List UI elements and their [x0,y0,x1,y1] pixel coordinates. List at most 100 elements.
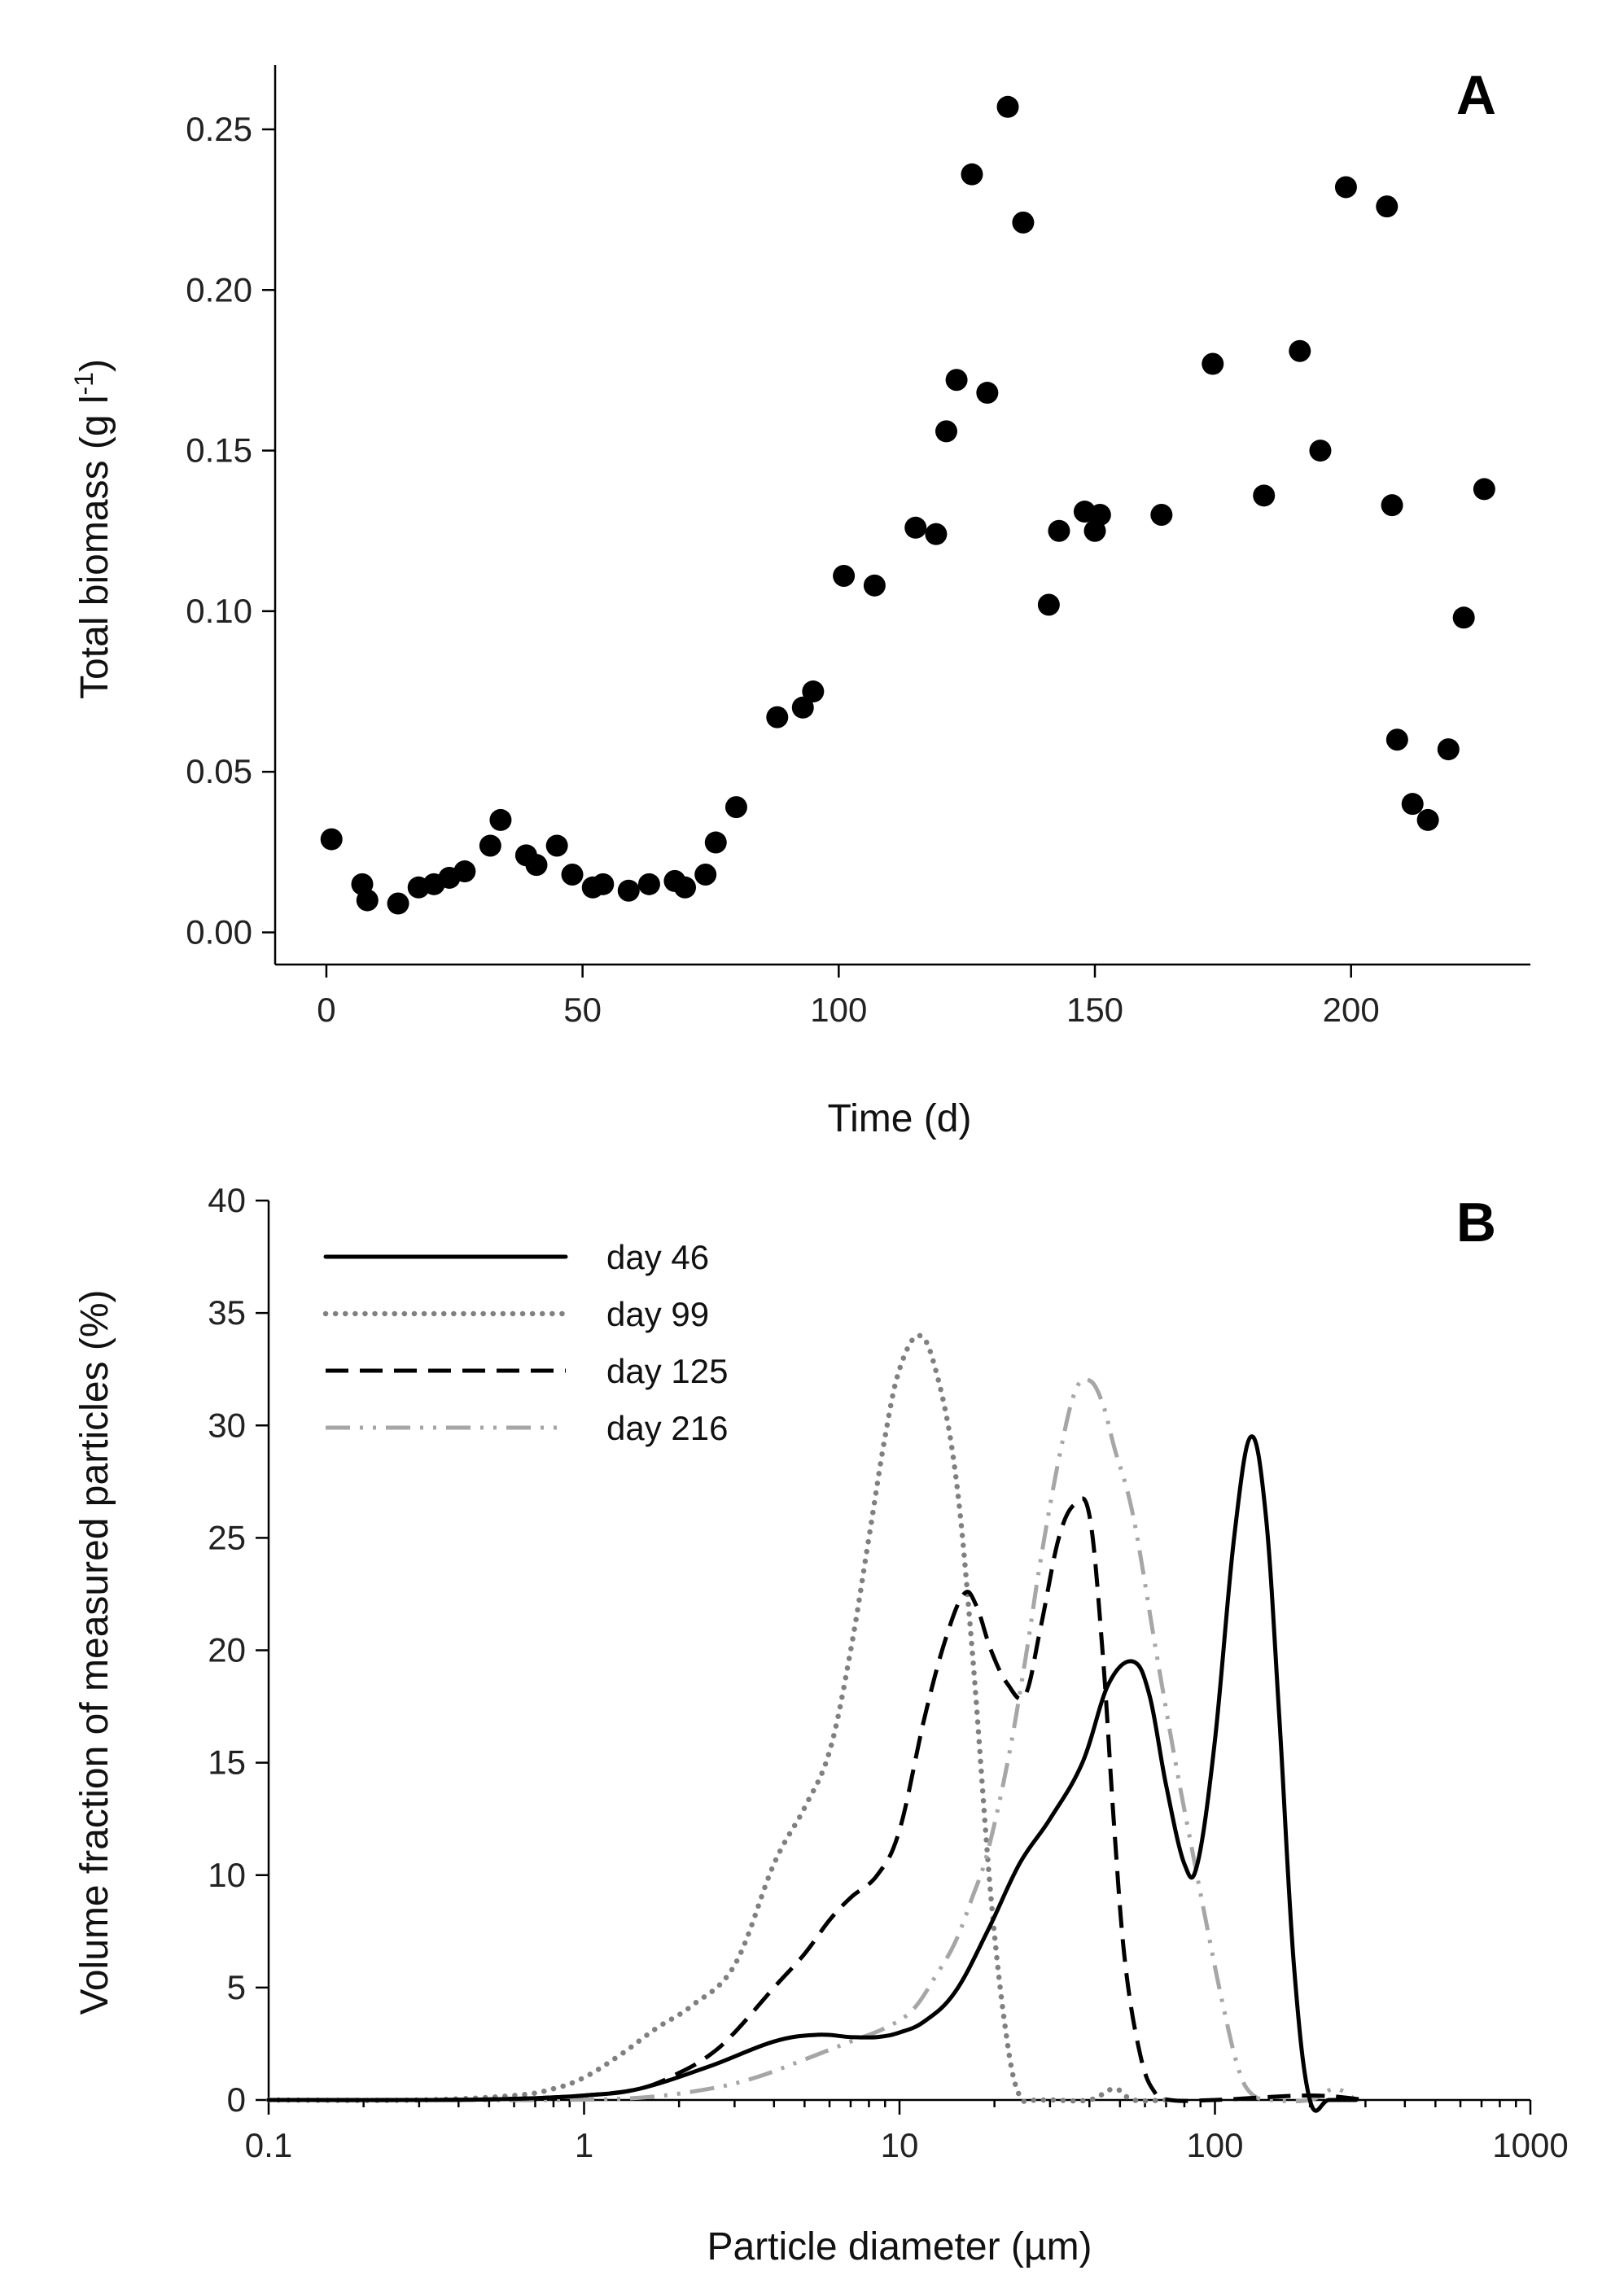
panel-b-x-tick-label: 10 [881,2126,919,2164]
panel-a-data-point [1376,195,1399,218]
panel-b-y-axis-title: Volume fraction of measured particles (%… [73,1289,116,2015]
panel-a-y-tick-label: 0.00 [186,913,252,952]
panel-a-data-point [945,369,968,392]
panel-a-data-point [1253,484,1276,507]
panel-b-y-ticks: 0 5 10 15 20 25 30 35 40 [208,1181,269,2119]
panel-b-y-tick-label: 40 [208,1181,246,1219]
panel-b-legend: day 46 day 99 day 125 day 216 [322,1238,728,1447]
panel-a-data-point [674,876,697,899]
panel-a-data-point [1048,519,1070,542]
panel-a-y-axis-title: Total biomass (g l-1) [69,359,116,699]
panel-a-data-point [592,873,615,895]
panel-b-x-ticks: 0.1 1 10 100 1000 [245,2100,1569,2164]
panel-a-data-point [791,696,814,719]
panel-a-x-tick-label: 150 [1066,991,1123,1029]
panel-b-legend-label: day 99 [606,1295,709,1333]
panel-b-legend-label: day 46 [606,1238,709,1276]
panel-a-data-point [863,574,886,597]
panel-a-data-point [387,892,409,915]
panel-a-data-point [802,680,825,703]
panel-a-data-point [453,860,476,883]
panel-a-data-point [1334,176,1357,199]
panel-b-legend-label: day 125 [606,1352,728,1390]
panel-a-y-tick-label: 0.10 [186,592,252,630]
panel-b-series-lines [265,1332,1366,2113]
panel-a-axes [274,65,1530,966]
panel-b-series-line-day-46 [266,1434,1359,2113]
panel-b-y-tick-label: 30 [208,1406,246,1444]
panel-a-data-point [925,523,948,545]
panel-a-data-point [1150,504,1173,526]
panel-a-x-axis-title: Time (d) [828,1097,972,1140]
panel-a-letter: A [1456,64,1496,126]
panel-a-data-point [489,808,512,831]
panel-a-data-point [704,831,727,854]
panel-a-data-point [1452,606,1475,629]
panel-a-data-point [904,516,927,539]
panel-a-data-point [961,163,983,186]
panel-a-x-tick-label: 50 [563,991,602,1029]
panel-b-series-line-day-216 [269,1377,1358,2103]
panel-a-y-tick-label: 0.15 [186,431,252,470]
panel-a-y-tick-label: 0.20 [186,270,252,308]
panel-a-y-tick-label: 0.05 [186,752,252,790]
panel-a-data-point [833,564,856,587]
panel-a-x-tick-label: 0 [317,991,335,1029]
panel-a-data-point [996,95,1019,118]
panel-b-series-line-day-99 [265,1332,1169,2104]
panel-a-biomass-chart: 0.000.050.100.150.200.25 0 50 100 150 200 A … [69,64,1530,1140]
panel-a-data-point [1473,478,1495,501]
panel-b-x-tick-label: 100 [1186,2126,1243,2164]
panel-a-y-axis-title-main: Total biomass (g l [73,395,116,698]
panel-a-data-point [1289,339,1311,362]
panel-a-data-point [1012,211,1035,234]
panel-a-y-axis-title-end: ) [73,359,116,372]
panel-a-data-point [561,864,584,886]
panel-a-data-point [525,854,548,877]
panel-a-data-point [1401,793,1424,816]
panel-b-y-tick-label: 15 [208,1743,246,1782]
panel-a-x-tick-label: 200 [1323,991,1380,1029]
panel-a-x-ticks: 0 50 100 150 200 [317,965,1380,1029]
panel-a-data-point [1088,504,1111,526]
panel-a-data-point [1037,593,1060,616]
panel-a-data-point [320,828,343,851]
panel-a-data-points [320,95,1495,915]
panel-a-y-ticks: 0.00 0.05 0.10 0.15 0.20 0.25 [186,110,275,952]
panel-a-y-tick-label: 0.25 [186,110,252,148]
panel-a-data-point [766,706,789,728]
panel-b-y-tick-label: 0 [227,2080,246,2119]
panel-a-data-point [1309,440,1332,462]
panel-a-data-point [637,873,660,895]
panel-a-data-point [694,864,717,886]
panel-b-x-tick-label: 0.1 [245,2126,292,2164]
panel-a-x-tick-label: 100 [810,991,867,1029]
panel-b-legend-label: day 216 [606,1409,728,1447]
panel-b-y-tick-label: 10 [208,1856,246,1894]
panel-b-series-line-day-125 [268,1496,1366,2103]
panel-a-data-point [1385,728,1408,751]
panel-a-data-point [1437,738,1460,761]
panel-b-letter: B [1456,1192,1496,1253]
panel-b-y-tick-label: 20 [208,1631,246,1669]
panel-b-x-tick-label: 1 [575,2126,593,2164]
panel-a-data-point [1416,808,1439,831]
panel-a-data-point [617,879,640,902]
panel-a-data-point [976,382,999,405]
panel-b-y-tick-label: 5 [227,1968,246,2006]
panel-b-x-tick-label: 1000 [1492,2126,1568,2164]
panel-a-data-point [479,834,501,857]
panel-b-x-axis-title: Particle diameter (µm) [707,2225,1092,2268]
panel-a-y-axis-title-sup: -1 [69,372,98,395]
panel-b-y-tick-label: 25 [208,1518,246,1556]
panel-a-data-point [1202,352,1224,375]
panel-b-y-tick-label: 35 [208,1293,246,1332]
panel-a-data-point [935,420,957,443]
panel-a-data-point [545,834,568,857]
panel-a-data-point [1381,494,1403,517]
panel-a-data-point [724,796,747,819]
panel-a-data-point [356,889,379,912]
